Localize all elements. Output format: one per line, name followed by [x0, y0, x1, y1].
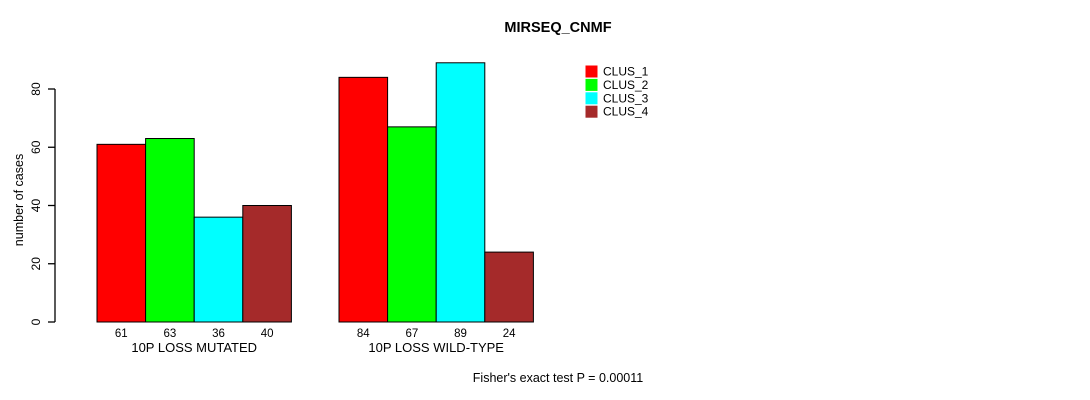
legend-swatch-clus_3 — [585, 92, 598, 105]
bar-value-label: 84 — [357, 328, 370, 340]
bar-clus_2-2 — [387, 126, 437, 323]
y-axis-tick-label: 60 — [29, 140, 43, 154]
bar-value-label: 24 — [503, 328, 516, 340]
category-label: 10P LOSS MUTATED — [131, 340, 257, 355]
legend-label: CLUS_3 — [603, 91, 649, 105]
legend-label: CLUS_2 — [603, 78, 649, 92]
bar-clus_3-1 — [193, 216, 244, 323]
legend-label: CLUS_1 — [603, 65, 649, 79]
bar-value-label: 36 — [212, 328, 225, 340]
legend-swatch-clus_1 — [585, 65, 598, 78]
chart-title: MIRSEQ_CNMF — [504, 20, 612, 36]
y-axis-tick-label: 0 — [29, 318, 43, 325]
bar-clus_1-2 — [338, 76, 389, 323]
bar-clus_4-1 — [242, 205, 292, 323]
bar-value-label: 61 — [115, 328, 128, 340]
bar-clus_4-2 — [484, 251, 534, 323]
legend-swatch-clus_2 — [585, 78, 598, 91]
bar-clus_2-1 — [145, 138, 195, 323]
bar-value-label: 89 — [454, 328, 467, 340]
y-axis-title: number of cases — [12, 154, 26, 246]
legend-label: CLUS_4 — [603, 105, 649, 119]
bar-clus_1-1 — [96, 143, 147, 323]
y-axis-tick-label: 20 — [29, 257, 43, 271]
bar-value-label: 40 — [261, 328, 274, 340]
bar-value-label: 67 — [406, 328, 419, 340]
y-axis-tick-label: 80 — [29, 82, 43, 96]
y-axis-tick-label: 40 — [29, 199, 43, 213]
bar-value-label: 63 — [164, 328, 177, 340]
category-label: 10P LOSS WILD-TYPE — [368, 340, 504, 355]
bar-clus_3-2 — [435, 62, 486, 323]
legend-swatch-clus_4 — [585, 105, 598, 118]
fishers-test-annotation: Fisher's exact test P = 0.00011 — [472, 371, 644, 385]
